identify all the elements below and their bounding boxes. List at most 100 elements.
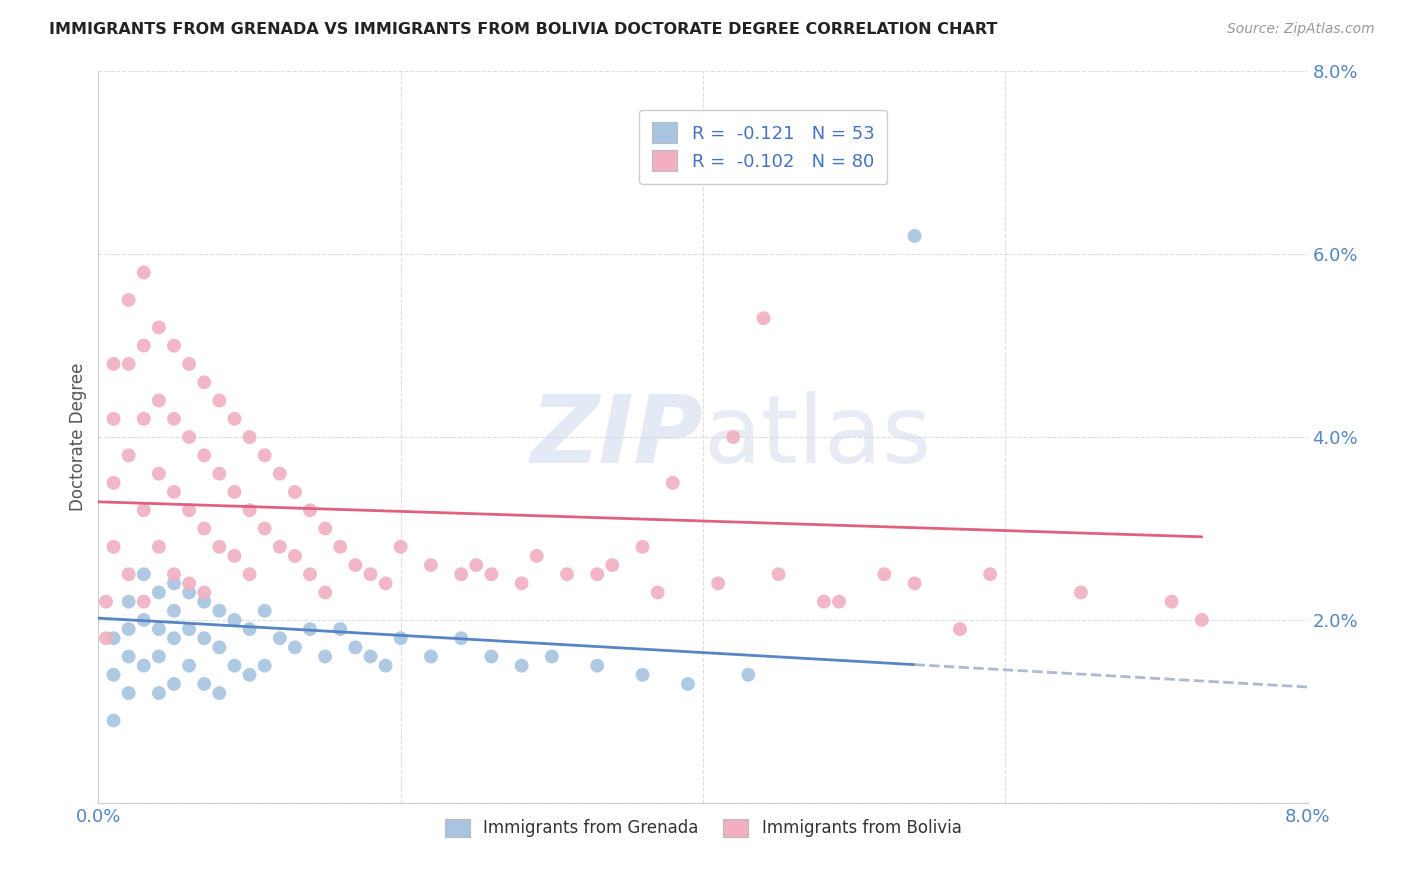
Point	[314, 521, 336, 535]
Point	[118, 649, 141, 664]
Point	[510, 576, 533, 591]
Point	[253, 604, 276, 618]
Point	[163, 412, 186, 426]
Point	[555, 567, 578, 582]
Point	[1160, 595, 1182, 609]
Point	[148, 585, 170, 599]
Point	[360, 567, 382, 582]
Point	[148, 649, 170, 664]
Point	[768, 567, 790, 582]
Point	[163, 567, 186, 582]
Point	[163, 576, 186, 591]
Point	[224, 412, 246, 426]
Point	[132, 595, 155, 609]
Point	[481, 649, 503, 664]
Point	[208, 467, 231, 481]
Point	[873, 567, 896, 582]
Point	[904, 576, 927, 591]
Point	[420, 558, 443, 573]
Point	[94, 632, 117, 646]
Point	[179, 503, 201, 517]
Point	[360, 649, 382, 664]
Point	[465, 558, 488, 573]
Point	[163, 485, 186, 500]
Point	[904, 229, 927, 244]
Point	[224, 658, 246, 673]
Point	[118, 357, 141, 371]
Point	[148, 320, 170, 334]
Point	[344, 640, 367, 655]
Point	[253, 449, 276, 463]
Point	[132, 412, 155, 426]
Point	[224, 549, 246, 563]
Point	[193, 585, 215, 599]
Point	[481, 567, 503, 582]
Point	[314, 649, 336, 664]
Point	[329, 540, 352, 554]
Point	[540, 649, 562, 664]
Point	[179, 585, 201, 599]
Point	[208, 604, 231, 618]
Point	[707, 576, 730, 591]
Y-axis label: Doctorate Degree: Doctorate Degree	[69, 363, 87, 511]
Point	[239, 430, 262, 444]
Point	[163, 338, 186, 352]
Point	[118, 595, 141, 609]
Point	[752, 311, 775, 326]
Point	[103, 540, 125, 554]
Point	[148, 393, 170, 408]
Point	[103, 475, 125, 490]
Point	[132, 338, 155, 352]
Point	[979, 567, 1001, 582]
Point	[239, 567, 262, 582]
Point	[103, 412, 125, 426]
Point	[94, 595, 117, 609]
Point	[118, 686, 141, 700]
Point	[647, 585, 669, 599]
Point	[420, 649, 443, 664]
Point	[224, 485, 246, 500]
Point	[208, 393, 231, 408]
Point	[148, 540, 170, 554]
Point	[299, 503, 322, 517]
Point	[723, 430, 745, 444]
Point	[450, 567, 472, 582]
Point	[179, 430, 201, 444]
Point	[284, 485, 307, 500]
Point	[132, 266, 155, 280]
Point	[208, 686, 231, 700]
Point	[661, 475, 683, 490]
Point	[148, 622, 170, 636]
Point	[193, 595, 215, 609]
Point	[208, 640, 231, 655]
Legend: Immigrants from Grenada, Immigrants from Bolivia: Immigrants from Grenada, Immigrants from…	[436, 810, 970, 846]
Point	[224, 613, 246, 627]
Point	[676, 677, 699, 691]
Point	[737, 667, 759, 681]
Point	[314, 585, 336, 599]
Point	[132, 567, 155, 582]
Point	[344, 558, 367, 573]
Text: Source: ZipAtlas.com: Source: ZipAtlas.com	[1227, 22, 1375, 37]
Point	[389, 540, 412, 554]
Point	[193, 521, 215, 535]
Point	[239, 622, 262, 636]
Point	[813, 595, 835, 609]
Point	[118, 567, 141, 582]
Point	[813, 155, 835, 169]
Point	[193, 376, 215, 390]
Point	[631, 667, 654, 681]
Point	[450, 632, 472, 646]
Point	[828, 595, 851, 609]
Text: atlas: atlas	[703, 391, 931, 483]
Point	[253, 521, 276, 535]
Point	[299, 622, 322, 636]
Point	[284, 640, 307, 655]
Point	[269, 632, 291, 646]
Point	[631, 540, 654, 554]
Point	[586, 567, 609, 582]
Point	[193, 632, 215, 646]
Point	[148, 467, 170, 481]
Point	[148, 686, 170, 700]
Point	[253, 658, 276, 673]
